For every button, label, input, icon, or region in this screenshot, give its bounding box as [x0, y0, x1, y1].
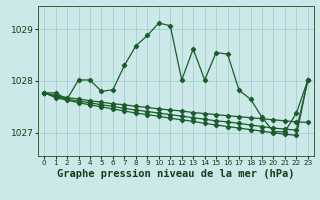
X-axis label: Graphe pression niveau de la mer (hPa): Graphe pression niveau de la mer (hPa): [57, 169, 295, 179]
